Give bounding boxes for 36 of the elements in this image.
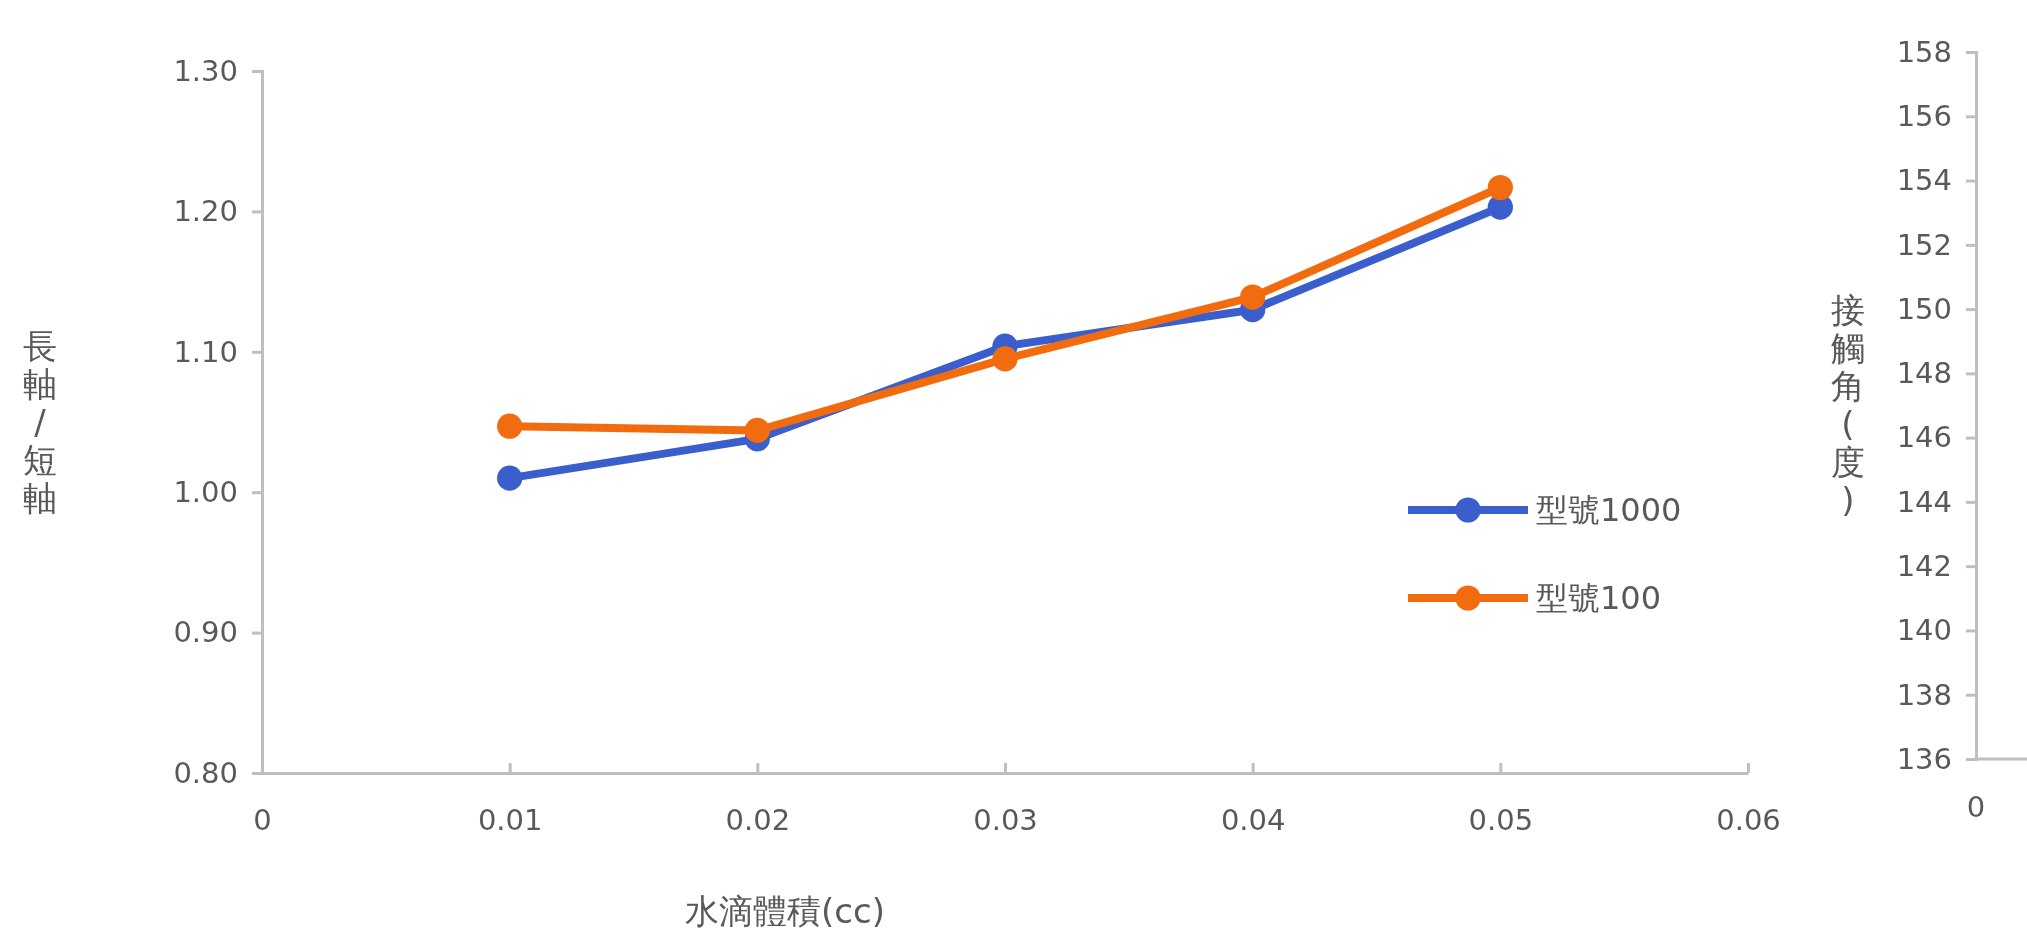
x-tick-label: 0.05 [1468, 802, 1534, 837]
y2-tick-label: 148 [1896, 356, 1952, 391]
point [497, 413, 523, 439]
x-tick-label: 0.01 [477, 802, 543, 837]
y2-tick-label: 140 [1896, 613, 1952, 648]
point [1487, 174, 1513, 201]
legend-label: 型號100 [1536, 579, 1662, 618]
point [1240, 284, 1266, 310]
point [744, 417, 770, 444]
x-axis-title: 水滴體積(cc) [685, 891, 885, 931]
x-tick-label: 0.03 [973, 802, 1038, 837]
y2-tick-label: 156 [1896, 99, 1952, 134]
x-tick-label: 0.06 [1716, 802, 1781, 837]
point [497, 465, 523, 491]
y2-tick-label: 150 [1896, 291, 1952, 326]
y-tick-label: 1.10 [173, 334, 238, 369]
y-tick-label: 0.90 [173, 615, 238, 650]
y2-tick-label: 138 [1896, 677, 1952, 712]
y2-tick-label: 152 [1896, 227, 1952, 262]
point [992, 346, 1018, 372]
y2-axis-title: 接觸角(度) [1831, 290, 1865, 521]
y-tick-label: 0.80 [173, 755, 238, 790]
y2-tick-label: 144 [1896, 484, 1952, 519]
y2-tick-label: 142 [1896, 548, 1952, 583]
y-axis-title: 長軸/短軸 [23, 325, 57, 518]
x-tick-label: 0.02 [725, 802, 791, 837]
y-tick-label: 1.20 [173, 194, 238, 229]
y2-tick-label: 154 [1896, 163, 1952, 198]
y2-tick-label: 158 [1896, 34, 1952, 69]
y2-tick-label: 136 [1896, 741, 1952, 776]
x-tick-label: 0 [253, 802, 272, 837]
y2-tick-label: 146 [1896, 420, 1952, 455]
y-tick-label: 1.30 [173, 53, 238, 88]
x-tick-label: 0.04 [1220, 802, 1286, 837]
y-tick-label: 1.00 [173, 474, 238, 509]
legend-label: 型號1000 [1536, 491, 1682, 530]
